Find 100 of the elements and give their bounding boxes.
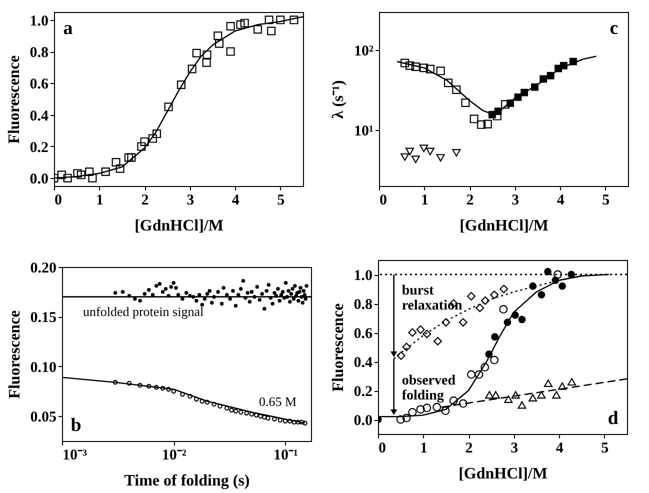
point [538, 291, 546, 298]
y-tick-label: 0.10 [30, 360, 56, 376]
point [402, 342, 411, 352]
point [449, 396, 458, 405]
annotation: c [610, 18, 618, 39]
x-tick-label: 4 [556, 192, 565, 208]
x-axis-title: [GdnHCl]/M [458, 466, 548, 482]
point [552, 391, 561, 399]
y-tick-label: 0.0 [354, 413, 372, 429]
y-tick-label: 1.0 [30, 13, 48, 30]
point [202, 58, 211, 67]
point [426, 148, 434, 156]
x-tick-label: 1 [96, 192, 104, 208]
annotation: a [63, 18, 74, 39]
point [400, 153, 410, 161]
point [416, 325, 425, 334]
point [420, 64, 428, 72]
point [504, 395, 513, 403]
point [226, 22, 235, 30]
point [408, 408, 417, 416]
point [477, 120, 486, 129]
x-tick-label: 2 [141, 192, 149, 208]
point [85, 168, 94, 176]
x-tick-label: 3 [512, 192, 520, 208]
x-tick-label: 1 [421, 192, 429, 208]
point [444, 78, 453, 88]
point [276, 16, 285, 24]
point [408, 328, 417, 337]
x-tick-label: 0 [380, 192, 387, 208]
annotation: b [70, 415, 82, 436]
point [490, 356, 499, 364]
point [57, 170, 66, 180]
point [188, 64, 196, 74]
point [467, 292, 476, 301]
point [568, 378, 576, 386]
point [253, 25, 262, 34]
x-axis-title: [GdnHCl]/M [134, 218, 224, 234]
x-tick-label: 10⁻² [162, 448, 187, 464]
point [396, 351, 406, 360]
point [452, 149, 461, 157]
point [458, 399, 468, 408]
point [88, 174, 97, 182]
point [400, 58, 410, 68]
point [528, 394, 538, 402]
y-tick-label: 0.4 [354, 355, 373, 371]
point [483, 120, 492, 128]
point [406, 148, 414, 156]
y-axis-title: λ (s⁻¹) [330, 80, 348, 119]
point [474, 370, 484, 379]
point [240, 18, 249, 28]
x-tick-label: 10⁻¹ [274, 448, 298, 464]
point [491, 391, 500, 399]
annotation: unfolded protein signal [83, 304, 204, 319]
annotation: 0.65 M [259, 394, 297, 409]
y-tick-label: 0.0 [30, 172, 48, 188]
x-tick-label: 0 [54, 192, 62, 208]
y-axis-title: Fluorescence [6, 310, 24, 399]
point [406, 61, 414, 70]
point [152, 130, 162, 138]
point [267, 26, 276, 36]
point [499, 305, 508, 314]
point [491, 333, 499, 341]
point [436, 66, 445, 76]
y-tick-label: 0.20 [30, 260, 56, 276]
point [490, 290, 499, 300]
point [402, 414, 411, 422]
y-axis-title: Fluorescence [6, 55, 23, 144]
x-tick-label: 3 [186, 192, 194, 208]
point [420, 144, 428, 152]
point [202, 50, 212, 59]
point [127, 153, 136, 162]
y-tick-label: 0.2 [354, 384, 372, 400]
point [422, 330, 432, 338]
x-tick-label: 4 [232, 192, 240, 208]
y-tick-label: 0.8 [354, 297, 372, 313]
y-tick-label: 10¹ [354, 124, 374, 140]
y-tick-label: 10² [354, 44, 374, 60]
point [140, 137, 149, 146]
x-tick-label: 4 [556, 440, 564, 456]
point [124, 153, 133, 162]
point [501, 100, 510, 109]
x-tick-label: 0 [378, 440, 386, 456]
point [544, 268, 552, 276]
y-tick-label: 0.4 [30, 108, 49, 124]
point [63, 174, 72, 182]
point [290, 16, 298, 24]
point [461, 98, 470, 107]
point [518, 316, 526, 324]
y-tick-label: 0.15 [30, 310, 56, 326]
point [544, 379, 552, 388]
point [481, 296, 490, 305]
point [568, 270, 576, 278]
point [73, 169, 82, 178]
point [411, 62, 420, 72]
x-tick-label: 5 [277, 192, 285, 208]
point [422, 404, 432, 412]
annotation: observed folding [402, 374, 456, 404]
point [511, 391, 520, 399]
y-tick-label: 0.05 [30, 410, 56, 426]
x-tick-label: 2 [466, 192, 474, 208]
